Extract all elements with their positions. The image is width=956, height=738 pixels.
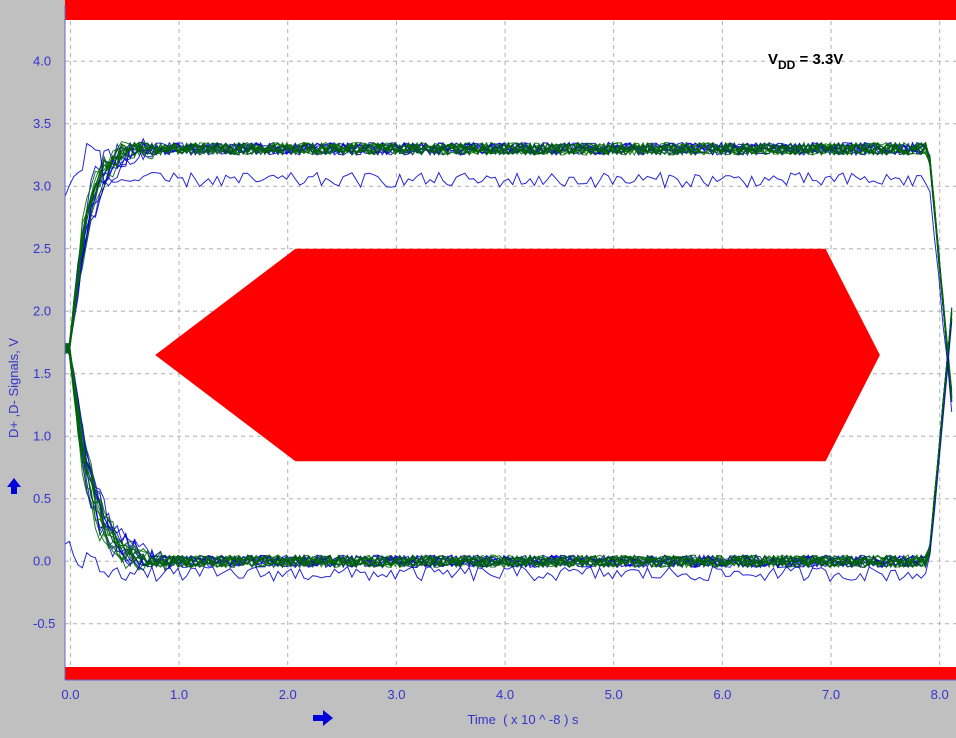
y-tick-label: 0.5 <box>33 491 51 506</box>
y-tick-label: 1.5 <box>33 366 51 381</box>
x-tick-labels: 0.0 1.0 2.0 3.0 4.0 5.0 6.0 7.0 8.0 <box>61 687 948 702</box>
signal-trace <box>64 310 953 571</box>
signal-trace <box>64 141 953 391</box>
vdd-label-sub: DD <box>778 58 796 72</box>
x-axis-label: Time ( x 10 ^ -8 ) s <box>467 712 579 727</box>
vdd-annotation: VDD = 3.3V <box>768 51 843 72</box>
right-arrow-icon <box>313 710 333 726</box>
svg-text:VDD = 3.3V: VDD = 3.3V <box>768 51 843 72</box>
x-tick-label: 8.0 <box>931 687 949 702</box>
x-tick-label: 2.0 <box>279 687 297 702</box>
y-tick-label: 3.5 <box>33 116 51 131</box>
upper-limit-band <box>65 0 956 20</box>
vdd-label-rest: = 3.3V <box>795 51 843 68</box>
signal-trace <box>64 141 953 399</box>
y-tick-labels: -0.5 0.0 0.5 1.0 1.5 2.0 2.5 3.0 3.5 4.0 <box>33 53 55 631</box>
eye-mask-polygon <box>155 248 880 462</box>
y-tick-label: -0.5 <box>33 616 55 631</box>
signal-trace <box>64 141 953 400</box>
limit-bands <box>65 0 956 680</box>
y-tick-label: 4.0 <box>33 53 51 68</box>
x-tick-label: 5.0 <box>605 687 623 702</box>
vdd-label-main: V <box>768 51 778 68</box>
y-axis-label: D+ ,D- Signals, V <box>6 338 21 438</box>
x-tick-label: 0.0 <box>61 687 79 702</box>
signal-traces <box>64 137 953 583</box>
signal-trace <box>64 321 953 583</box>
y-tick-label: 2.0 <box>33 303 51 318</box>
up-arrow-icon <box>7 478 21 494</box>
eye-mask <box>155 248 880 462</box>
signal-trace <box>64 141 953 401</box>
y-tick-label: 1.0 <box>33 428 51 443</box>
x-tick-label: 6.0 <box>713 687 731 702</box>
y-tick-label: 3.0 <box>33 178 51 193</box>
y-tick-label: 2.5 <box>33 241 51 256</box>
x-tick-label: 7.0 <box>822 687 840 702</box>
lower-limit-band <box>65 667 956 680</box>
y-tick-label: 0.0 <box>33 553 51 568</box>
signal-trace <box>64 142 953 412</box>
x-tick-label: 4.0 <box>496 687 514 702</box>
x-tick-label: 1.0 <box>170 687 188 702</box>
x-tick-label: 3.0 <box>387 687 405 702</box>
signal-trace <box>64 312 953 570</box>
